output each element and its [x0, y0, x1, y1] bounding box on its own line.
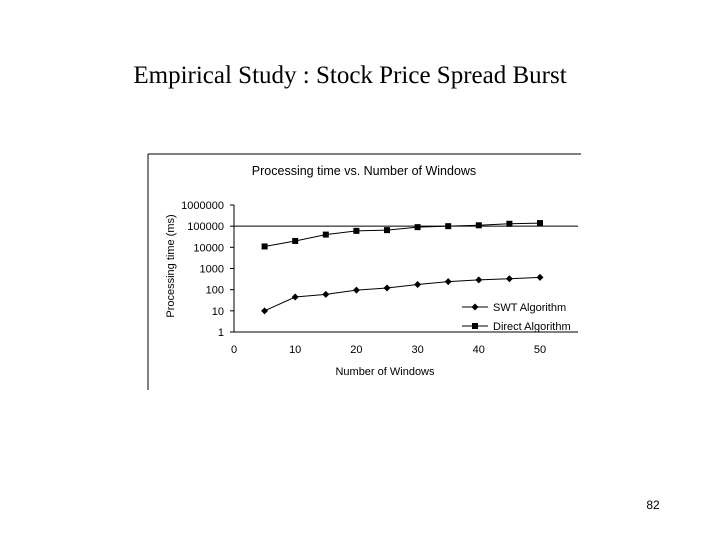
- data-point: [384, 227, 390, 234]
- data-point: [291, 293, 299, 301]
- legend-marker: [472, 323, 478, 329]
- series-line-0: [264, 276, 541, 312]
- data-point: [475, 276, 483, 284]
- legend-label: SWT Algorithm: [493, 302, 566, 314]
- data-point: [414, 281, 422, 289]
- data-point: [322, 290, 330, 298]
- y-axis-label: Processing time (ms): [165, 214, 177, 317]
- x-axis-label: Number of Windows: [335, 366, 435, 378]
- y-tick-label: 1000: [200, 264, 224, 276]
- legend-marker: [471, 303, 479, 311]
- data-point: [536, 273, 544, 281]
- data-point: [506, 220, 513, 227]
- data-point: [261, 307, 269, 315]
- slide-title: Empirical Study : Stock Price Spread Bur…: [133, 62, 567, 89]
- x-tick-label: 20: [350, 344, 362, 356]
- y-tick-label: 10000: [193, 242, 224, 254]
- y-tick-label: 10: [212, 306, 224, 318]
- y-tick-label: 1: [218, 327, 224, 339]
- data-point: [383, 284, 391, 292]
- data-point: [444, 278, 452, 286]
- page-number: 82: [646, 498, 660, 512]
- data-point: [322, 231, 329, 238]
- chart-title: Processing time vs. Number of Windows: [252, 164, 476, 178]
- y-tick-label: 100000: [187, 221, 224, 233]
- x-tick-label: 0: [231, 344, 237, 356]
- x-tick-label: 30: [411, 344, 423, 356]
- data-point: [537, 220, 543, 227]
- series-line-1: [264, 222, 541, 247]
- legend-label: Direct Algorithm: [493, 321, 571, 333]
- x-tick-label: 40: [473, 344, 485, 356]
- data-point: [505, 275, 513, 283]
- data-point: [261, 243, 268, 250]
- data-point: [292, 237, 299, 244]
- y-tick-label: 100: [206, 285, 224, 297]
- y-tick-label: 1000000: [181, 200, 224, 212]
- data-point: [352, 286, 360, 294]
- x-tick-label: 50: [534, 344, 546, 356]
- data-point: [353, 227, 360, 234]
- x-tick-label: 10: [289, 344, 301, 356]
- data-point: [475, 222, 482, 229]
- data-point: [414, 224, 421, 231]
- data-point: [445, 223, 452, 230]
